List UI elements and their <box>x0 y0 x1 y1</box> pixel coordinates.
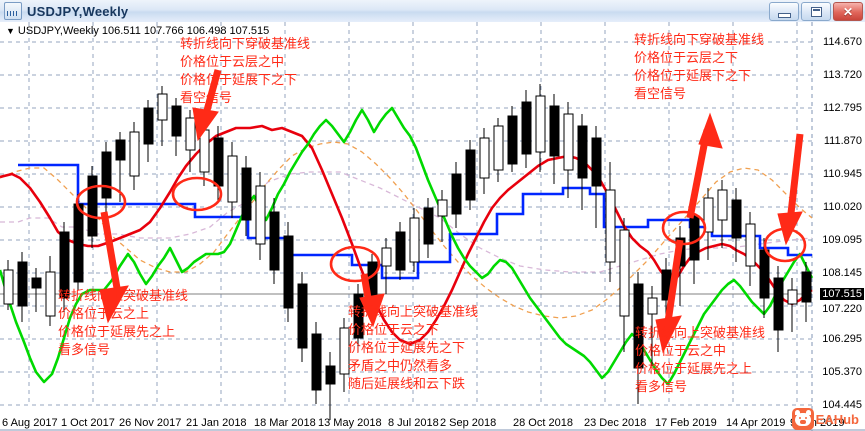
y-axis-label-1: 113.720 <box>823 69 862 81</box>
annotation-line: 转折线向下穿破基准线 <box>180 37 311 52</box>
annotation-line: 转折线向下穿破基准线 <box>634 33 765 48</box>
arrow-up-top-right-4 <box>686 112 723 219</box>
signal-ellipse-4 <box>661 210 707 246</box>
annotation-line: 价格位于云之上 <box>58 307 150 322</box>
close-button[interactable]: ✕ <box>833 2 863 21</box>
y-axis-label-4: 110.945 <box>823 168 862 180</box>
chevron-down-icon[interactable]: ▼ <box>6 26 15 36</box>
annotation-top-left: 转折线向下穿破基准线 价格位于云层之中 价格位于延展下之下 看空信号 <box>180 36 310 108</box>
x-axis-label-3: 21 Jan 2018 <box>186 417 247 429</box>
chart-data-header: ▼ USDJPY,Weekly 106.511 107.766 106.498 1… <box>6 25 269 37</box>
window-title: USDJPY,Weekly <box>27 3 129 19</box>
y-axis-label-11: 104.445 <box>822 399 862 411</box>
annotation-line: 价格位于延展先之上 <box>58 325 176 340</box>
x-axis-label-2: 26 Nov 2017 <box>119 417 182 429</box>
signal-arrows <box>99 69 804 354</box>
arrow-down-center-3 <box>359 273 385 328</box>
annotation-top-right: 转折线向下穿破基准线 价格位于云层之下 价格位于延展下之下 看空信号 <box>634 32 764 104</box>
arrow-down-top-left-2 <box>192 69 222 142</box>
annotation-line: 价格位于延展下之下 <box>180 73 298 88</box>
annotation-line: 价格位于延展下之下 <box>634 69 752 84</box>
annotation-line: 价格位于延展先之下 <box>348 341 466 356</box>
close-icon: ✕ <box>842 4 854 19</box>
watermark-text: EAHub <box>815 411 859 427</box>
x-axis-label-10: 17 Feb 2019 <box>655 417 717 429</box>
senkou-span-b-line <box>0 171 813 273</box>
annotation-line: 价格位于延展先之上 <box>635 362 753 377</box>
annotation-bottom-center: 转折线向上突破基准线 价格位于云之下 价格位于延展先之下 矛盾之中仍然看多 随后… <box>348 304 478 394</box>
arrow-down-far-right-6 <box>777 133 804 246</box>
current-price-label: 107.515 <box>820 288 864 300</box>
annotation-line: 价格位于云之下 <box>348 323 440 338</box>
chart-plot <box>0 22 865 431</box>
ohlc-text: USDJPY,Weekly 106.511 107.766 106.498 10… <box>17 25 270 37</box>
x-axis-label-9: 23 Dec 2018 <box>584 417 647 429</box>
annotation-line: 转折线向上突破基准线 <box>635 326 766 341</box>
window-controls: ✕ <box>769 2 863 21</box>
signal-ellipse-2 <box>171 176 223 212</box>
x-axis-label-11: 14 Apr 2019 <box>726 417 786 429</box>
x-axis-label-6: 8 Jul 2018 <box>388 417 439 429</box>
y-axis-label-8: 107.220 <box>822 303 862 315</box>
x-axis-label-1: 1 Oct 2017 <box>61 417 115 429</box>
annotation-line: 随后延展线和云下跌 <box>348 377 466 392</box>
maximize-button[interactable] <box>801 2 831 21</box>
chart-window-icon <box>4 2 22 20</box>
y-axis-label-0: 114.670 <box>823 36 862 48</box>
y-axis-label-7: 108.145 <box>822 267 862 279</box>
annotation-bottom-right: 转折线向上突破基准线 价格位于云之中 价格位于延展先之上 看多信号 <box>635 325 765 397</box>
arrow-down-left-1 <box>99 211 129 324</box>
y-axis-label-5: 110.020 <box>823 201 862 213</box>
annotation-line: 价格位于云之中 <box>635 344 727 359</box>
window-titlebar: USDJPY,Weekly ✕ <box>0 0 865 23</box>
y-axis-label-2: 112.795 <box>823 102 862 114</box>
pig-mascot-icon <box>791 408 814 430</box>
annotation-line: 看空信号 <box>634 87 687 102</box>
annotation-line: 转折线向上突破基准线 <box>348 305 479 320</box>
minimize-button[interactable] <box>769 2 799 21</box>
x-axis-label-0: 6 Aug 2017 <box>2 417 58 429</box>
eahub-watermark: EAHub <box>791 408 859 430</box>
signal-markers <box>75 176 807 283</box>
y-axis-label-3: 111.870 <box>823 135 862 147</box>
annotation-line: 看多信号 <box>58 343 111 358</box>
annotation-line: 看空信号 <box>180 91 233 106</box>
annotation-line: 价格位于云层之中 <box>180 55 285 70</box>
y-axis-label-10: 105.370 <box>822 366 862 378</box>
annotation-line: 看多信号 <box>635 380 688 395</box>
annotation-bottom-left: 转折线向上突破基准线 价格位于云之上 价格位于延展先之上 看多信号 <box>58 288 188 360</box>
signal-ellipse-1 <box>75 184 127 220</box>
chikou-span-line <box>0 106 814 386</box>
annotation-line: 价格位于云层之下 <box>634 51 739 66</box>
y-axis-label-6: 109.095 <box>822 234 862 246</box>
y-axis-label-9: 106.295 <box>822 333 862 345</box>
signal-ellipse-3 <box>329 245 381 283</box>
x-axis-label-5: 13 May 2018 <box>318 417 382 429</box>
x-axis-label-8: 28 Oct 2018 <box>513 417 573 429</box>
arrow-down-right-5 <box>655 239 684 354</box>
annotation-line: 矛盾之中仍然看多 <box>348 359 453 374</box>
senkou-span-a-line <box>0 141 813 319</box>
x-axis-label-4: 18 Mar 2018 <box>254 417 316 429</box>
x-axis-label-7: 2 Sep 2018 <box>440 417 497 429</box>
annotation-line: 转折线向上突破基准线 <box>58 289 189 304</box>
chart-canvas[interactable]: 114.670 113.720 112.795 111.870 110.945 … <box>0 22 865 431</box>
